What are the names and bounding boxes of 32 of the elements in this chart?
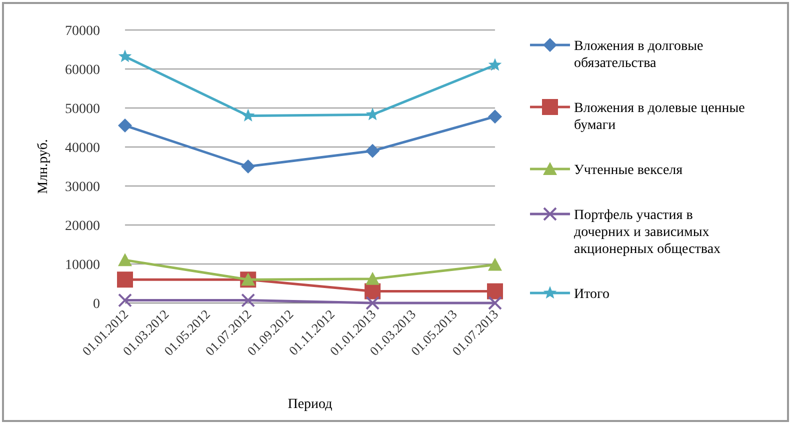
point [488, 258, 502, 271]
point [488, 58, 502, 71]
point [366, 108, 380, 120]
y-tick-label: 0 [93, 297, 100, 312]
point [366, 296, 380, 310]
y-tick-label: 30000 [65, 180, 100, 195]
legend-label: Вложения в долговые обязательства [574, 39, 704, 71]
legend-label: Вложения в долевые ценные бумаги [574, 101, 745, 133]
point [241, 108, 255, 122]
point [118, 50, 132, 62]
point [366, 144, 380, 158]
y-tick-label: 70000 [65, 24, 100, 39]
legend-label: Учтенные векселя [574, 163, 684, 178]
point [487, 283, 503, 300]
y-tick-label: 20000 [65, 219, 100, 234]
y-tick-label: 40000 [65, 141, 100, 156]
point [118, 118, 132, 133]
point [241, 160, 256, 174]
point [488, 296, 502, 310]
point [488, 110, 502, 124]
x-axis-title: Период [288, 397, 332, 412]
point [366, 272, 380, 285]
y-tick-label: 60000 [65, 63, 100, 78]
legend-label: Итого [574, 287, 610, 302]
point [118, 253, 132, 266]
legend-label: Портфель участия в дочерних и зависимых акционерных обществах [574, 208, 721, 257]
y-tick-label: 10000 [65, 258, 100, 273]
point [117, 272, 133, 288]
point [118, 293, 132, 308]
y-axis-title: Млн.руб. [36, 139, 51, 194]
point [241, 293, 256, 308]
y-tick-label: 50000 [65, 102, 100, 117]
